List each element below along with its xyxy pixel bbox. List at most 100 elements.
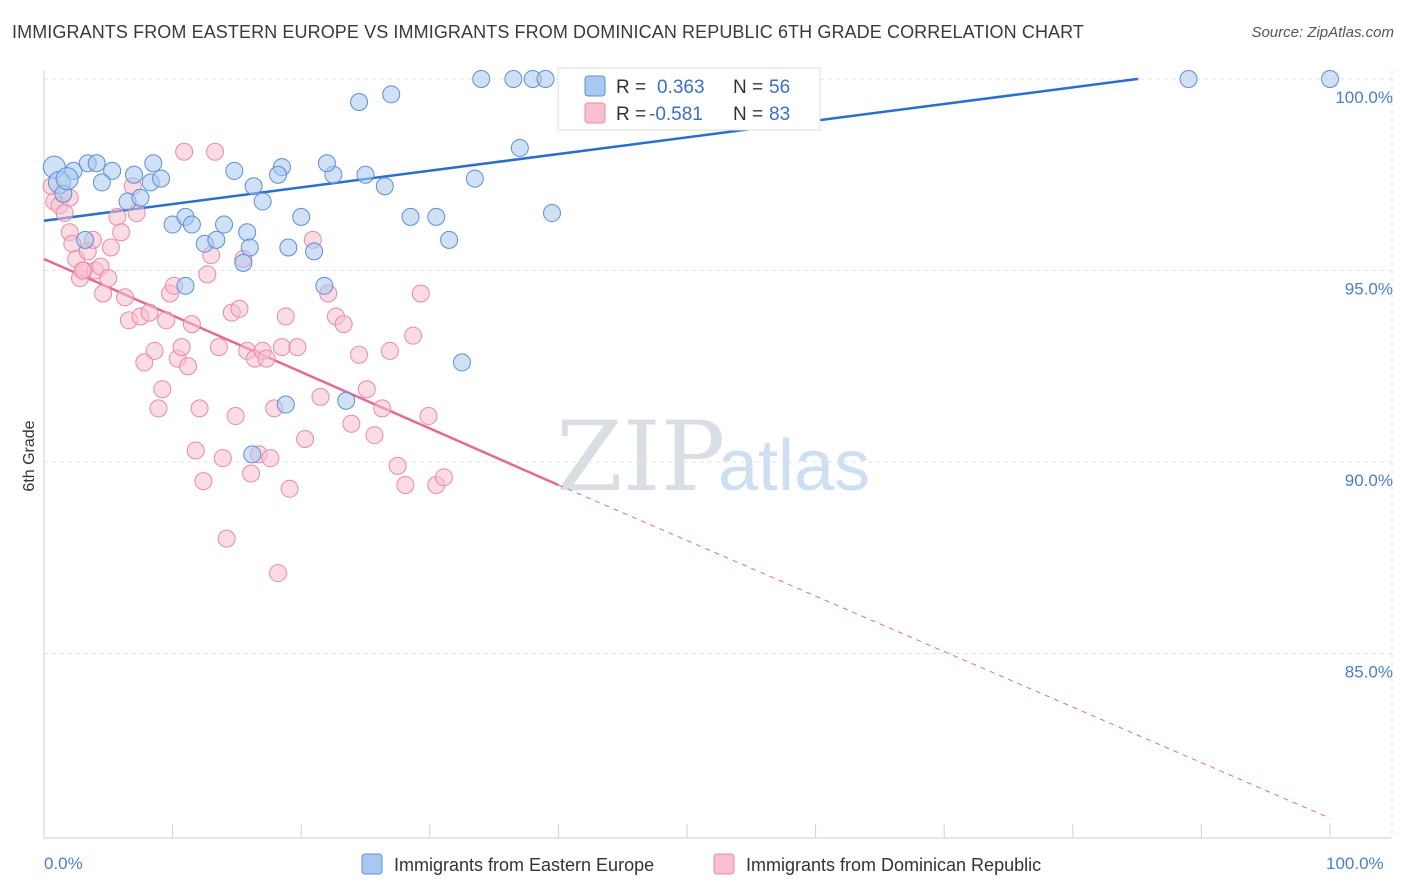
y-tick-labels: 100.0% 95.0% 90.0% 85.0% (1335, 88, 1393, 682)
data-point-dominican (269, 564, 288, 583)
data-point-eastern-europe (279, 238, 298, 257)
data-point-dominican (230, 299, 249, 318)
data-point-dominican (112, 223, 131, 242)
data-point-dominican (190, 399, 209, 418)
y-tick-label: 100.0% (1335, 88, 1393, 107)
legend-r-label-b: R = (616, 104, 646, 125)
data-point-dominican (388, 456, 407, 475)
trend-line-eastern-europe (43, 77, 1138, 222)
data-point-dominican (272, 338, 291, 357)
data-point-eastern-europe (92, 173, 111, 192)
watermark-atlas: atlas (718, 426, 870, 506)
data-point-dominican (157, 311, 176, 330)
data-point-dominican (209, 338, 228, 357)
data-point-dominican (101, 238, 120, 257)
data-point-dominican (145, 341, 164, 360)
data-point-eastern-europe (317, 154, 336, 173)
data-point-dominican (217, 529, 236, 548)
data-point-dominican (172, 338, 191, 357)
data-point-dominican (296, 430, 315, 449)
legend-n-value-a: 56 (769, 77, 790, 98)
legend-r-label-a: R = (616, 77, 646, 98)
bottom-legend-label-eastern-europe: Immigrants from Eastern Europe (394, 855, 654, 875)
data-point-dominican (186, 441, 205, 460)
data-point-dominican (342, 414, 361, 433)
data-point-dominican (396, 475, 415, 494)
series-eastern-europe-points (42, 70, 1339, 464)
bottom-legend-swatch-eastern-europe (361, 853, 383, 875)
data-point-dominican (206, 142, 225, 161)
data-point-eastern-europe (401, 207, 420, 226)
data-point-dominican (350, 345, 369, 364)
data-point-dominican (108, 207, 127, 226)
y-tick-label: 85.0% (1345, 663, 1393, 682)
data-point-dominican (213, 449, 232, 468)
series-dominican-points (42, 142, 453, 583)
bottom-legend-label-dominican: Immigrants from Dominican Republic (746, 855, 1041, 875)
data-point-dominican (411, 284, 430, 303)
data-point-dominican (198, 265, 217, 284)
y-axis-title: 6th Grade (21, 420, 38, 491)
data-point-eastern-europe (465, 169, 484, 188)
legend-r-value-b: -0.581 (649, 104, 703, 125)
data-point-dominican (280, 479, 299, 498)
data-point-dominican (288, 338, 307, 357)
data-point-eastern-europe (350, 92, 369, 111)
data-point-dominican (99, 269, 118, 288)
data-point-eastern-europe (207, 230, 226, 249)
legend-swatch-eastern-europe (584, 75, 606, 97)
axes (43, 70, 1392, 839)
data-point-eastern-europe (1321, 70, 1339, 88)
data-point-eastern-europe (427, 207, 446, 226)
data-point-dominican (179, 357, 198, 376)
bottom-legend-swatch-dominican (713, 853, 735, 875)
data-point-eastern-europe (244, 177, 263, 196)
data-point-dominican (434, 468, 453, 487)
chart-title: IMMIGRANTS FROM EASTERN EUROPE VS IMMIGR… (12, 22, 1085, 42)
data-point-eastern-europe (542, 204, 561, 223)
data-point-eastern-europe (292, 207, 311, 226)
data-point-dominican (116, 288, 135, 307)
data-point-eastern-europe (240, 238, 259, 257)
legend-n-label-a: N = (733, 77, 763, 98)
data-point-eastern-europe (504, 70, 523, 88)
data-point-dominican (153, 380, 172, 399)
watermark-zip: ZIP (556, 401, 725, 513)
data-point-dominican (242, 464, 261, 483)
data-point-eastern-europe (76, 230, 95, 249)
data-point-dominican (194, 472, 213, 491)
data-point-eastern-europe (87, 154, 106, 173)
data-point-dominican (182, 315, 201, 334)
data-point-eastern-europe (337, 391, 356, 410)
data-point-dominican (373, 399, 392, 418)
legend-n-label-b: N = (733, 104, 763, 125)
data-point-eastern-europe (305, 242, 324, 261)
data-point-eastern-europe (536, 70, 555, 88)
data-point-dominican (175, 142, 194, 161)
data-point-dominican (404, 326, 423, 345)
data-point-dominican (365, 426, 384, 445)
legend-box: R = 0.363 N = 56 R = -0.581 N = 83 (557, 67, 821, 131)
data-point-eastern-europe (472, 70, 491, 88)
bottom-legend: Immigrants from Eastern Europe Immigrant… (361, 853, 1041, 875)
data-point-dominican (94, 284, 113, 303)
data-point-eastern-europe (276, 395, 295, 414)
data-point-dominican (149, 399, 168, 418)
data-point-eastern-europe (356, 165, 375, 184)
data-point-eastern-europe (269, 165, 288, 184)
data-point-dominican (73, 261, 92, 280)
data-point-dominican (140, 303, 159, 322)
data-point-eastern-europe (1179, 70, 1198, 88)
data-point-eastern-europe (144, 154, 163, 173)
x-tick-label-max: 100.0% (1326, 854, 1384, 873)
trend-line-dominican-extrapolated (558, 484, 1331, 819)
data-point-eastern-europe (225, 161, 244, 180)
y-tick-label: 90.0% (1345, 471, 1393, 490)
data-point-eastern-europe (215, 215, 234, 234)
data-point-eastern-europe (182, 215, 201, 234)
data-point-eastern-europe (125, 165, 144, 184)
data-point-eastern-europe (131, 188, 150, 207)
data-point-dominican (257, 349, 276, 368)
data-point-eastern-europe (238, 223, 257, 242)
